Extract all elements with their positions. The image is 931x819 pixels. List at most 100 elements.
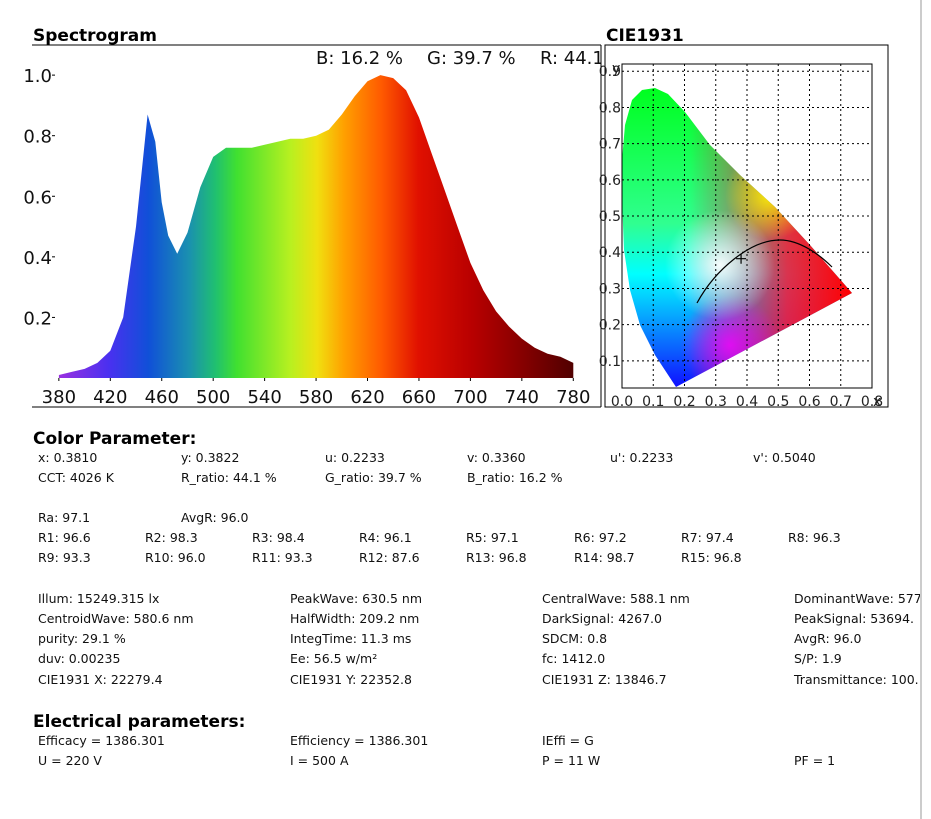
y-tick-label: 0.8 xyxy=(23,127,52,148)
parameter: duv: 0.00235 xyxy=(38,651,120,666)
parameter: fc: 1412.0 xyxy=(542,651,605,666)
parameter: Ra: 97.1 xyxy=(38,510,90,525)
parameter: Transmittance: 100. xyxy=(793,672,919,687)
parameter: R2: 98.3 xyxy=(145,530,198,545)
parameter: R3: 98.4 xyxy=(252,530,305,545)
parameter: purity: 29.1 % xyxy=(38,631,126,646)
ratio-annotation: G: 39.7 % xyxy=(427,48,516,69)
axis-label: x xyxy=(873,394,881,410)
chromaticity-gamut xyxy=(622,88,852,387)
parameter: R6: 97.2 xyxy=(574,530,627,545)
parameter: P = 11 W xyxy=(542,753,600,768)
ratio-annotation: B: 16.2 % xyxy=(316,48,403,69)
x-tick-label: 0.0 xyxy=(611,394,633,410)
parameter: R15: 96.8 xyxy=(681,550,742,565)
parameter: B_ratio: 16.2 % xyxy=(467,470,563,485)
parameter: R12: 87.6 xyxy=(359,550,420,565)
x-tick-label: 0.6 xyxy=(798,394,820,410)
panel-title: Spectrogram xyxy=(33,26,157,46)
parameter: IntegTime: 11.3 ms xyxy=(290,631,411,646)
section-title: Electrical parameters: xyxy=(33,712,245,732)
parameter: Ee: 56.5 w/m² xyxy=(290,651,377,666)
parameter: R4: 96.1 xyxy=(359,530,412,545)
parameter: CCT: 4026 K xyxy=(38,470,115,485)
plot-frame xyxy=(621,63,873,389)
parameters: Color Parameter: Electrical parameters: … xyxy=(33,429,920,768)
panel-title: CIE1931 xyxy=(606,26,684,46)
parameter: CIE1931 Z: 13846.7 xyxy=(542,672,667,687)
parameter: R10: 96.0 xyxy=(145,550,206,565)
parameter: AvgR: 96.0 xyxy=(181,510,249,525)
parameter: R11: 93.3 xyxy=(252,550,313,565)
parameter: PeakSignal: 53694. xyxy=(794,611,914,626)
axis-label: y xyxy=(612,61,620,77)
x-tick-label: 0.1 xyxy=(642,394,664,410)
parameter: IEffi = G xyxy=(542,733,594,748)
parameter: Efficiency = 1386.301 xyxy=(290,733,428,748)
y-tick-label: 0.2 xyxy=(599,318,621,334)
parameter: v: 0.3360 xyxy=(467,450,526,465)
parameter: SDCM: 0.8 xyxy=(542,631,607,646)
parameter: v': 0.5040 xyxy=(753,450,816,465)
parameter: R_ratio: 44.1 % xyxy=(181,470,277,485)
spectrum-area xyxy=(58,75,574,378)
parameter: CentralWave: 588.1 nm xyxy=(542,591,690,606)
parameter: PeakWave: 630.5 nm xyxy=(290,591,422,606)
y-tick-label: 0.6 xyxy=(599,173,621,189)
parameter: Illum: 15249.315 lx xyxy=(38,591,159,606)
frame xyxy=(604,44,889,408)
parameter: G_ratio: 39.7 % xyxy=(325,470,422,485)
parameter: PF = 1 xyxy=(794,753,835,768)
x-tick-label: 740 xyxy=(505,387,539,408)
y-tick-label: 0.4 xyxy=(599,245,621,261)
parameter: CIE1931 Y: 22352.8 xyxy=(290,672,412,687)
parameter: R9: 93.3 xyxy=(38,550,91,565)
y-tick-label: 0.3 xyxy=(599,281,621,297)
parameter: y: 0.3822 xyxy=(181,450,239,465)
planckian-locus xyxy=(696,239,833,304)
annotations: B: 16.2 % G: 39.7 % R: 44.1 % xyxy=(316,48,627,69)
y-tick-label: 0.6 xyxy=(23,187,52,208)
x-tick-label: 420 xyxy=(93,387,127,408)
x-tick-label: 0.3 xyxy=(705,394,727,410)
parameter: CIE1931 X: 22279.4 xyxy=(38,672,163,687)
x-tick-label: 540 xyxy=(247,387,281,408)
x-tick-label: 0.2 xyxy=(673,394,695,410)
section-title: Color Parameter: xyxy=(33,429,196,449)
ratio-annotation: R: 44.1 % xyxy=(540,48,627,69)
parameter: AvgR: 96.0 xyxy=(794,631,862,646)
x-tick-label: 0.8 xyxy=(861,394,883,410)
y-tick-label: 0.5 xyxy=(599,209,621,225)
parameter: u: 0.2233 xyxy=(325,450,385,465)
parameter: R5: 97.1 xyxy=(466,530,519,545)
parameter: U = 220 V xyxy=(38,753,102,768)
parameter: I = 500 A xyxy=(290,753,349,768)
y-tick-label: 0.1 xyxy=(599,354,621,370)
y-tick-label: 0.8 xyxy=(599,100,621,116)
x-tick-label: 0.4 xyxy=(736,394,758,410)
parameter: x: 0.3810 xyxy=(38,450,97,465)
parameter: S/P: 1.9 xyxy=(794,651,842,666)
parameter: R13: 96.8 xyxy=(466,550,527,565)
x-tick-label: 0.7 xyxy=(830,394,852,410)
x-tick-label: 580 xyxy=(299,387,333,408)
parameter: HalfWidth: 209.2 nm xyxy=(290,611,419,626)
x-tick-label: 380 xyxy=(42,387,76,408)
spectrogram-panel: Spectrogram B: 16.2 % G: 39.7 % R: 44.1 … xyxy=(23,26,627,408)
x-tick-label: 460 xyxy=(145,387,179,408)
chromaticity-point xyxy=(736,253,747,264)
x-tick-label: 620 xyxy=(350,387,384,408)
x-tick-label: 780 xyxy=(556,387,590,408)
parameter: DarkSignal: 4267.0 xyxy=(542,611,662,626)
x-tick-label: 660 xyxy=(402,387,436,408)
parameter: R7: 97.4 xyxy=(681,530,734,545)
y-tick-label: 0.2 xyxy=(23,308,52,329)
y-tick-label: 0.9 xyxy=(599,64,621,80)
parameter: R14: 98.7 xyxy=(574,550,635,565)
x-tick-label: 500 xyxy=(196,387,230,408)
y-tick-label: 0.7 xyxy=(599,137,621,153)
parameter: u': 0.2233 xyxy=(610,450,673,465)
parameter: CentroidWave: 580.6 nm xyxy=(38,611,194,626)
